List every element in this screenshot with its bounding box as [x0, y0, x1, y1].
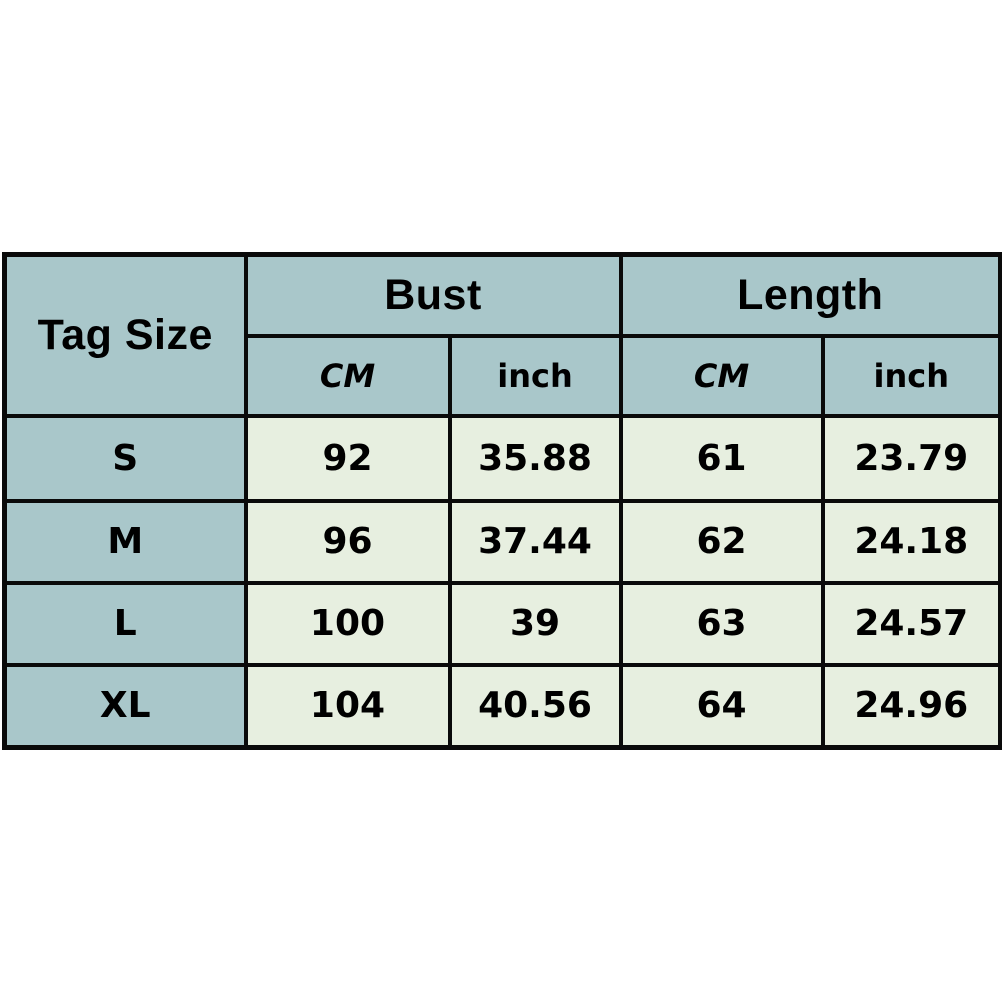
size-label-s: S [2, 413, 248, 503]
header-length-inch: inch [820, 333, 1002, 418]
header-length-cm: CM [618, 333, 825, 418]
cell-xl-length-inch: 24.96 [820, 662, 1002, 750]
header-bust-inch: inch [447, 333, 623, 418]
size-chart-table: Tag Size Bust Length CM inch CM inch S 9… [2, 252, 1002, 750]
table-row-xl: XL 104 40.56 64 24.96 [2, 662, 1002, 750]
cell-l-bust-inch: 39 [447, 580, 623, 667]
cell-m-bust-inch: 37.44 [447, 498, 623, 585]
cell-xl-bust-cm: 104 [243, 662, 452, 750]
cell-m-length-inch: 24.18 [820, 498, 1002, 585]
cell-l-length-cm: 63 [618, 580, 825, 667]
cell-m-length-cm: 62 [618, 498, 825, 585]
cell-xl-length-cm: 64 [618, 662, 825, 750]
header-length: Length [618, 252, 1002, 338]
size-label-xl: XL [2, 662, 248, 750]
cell-xl-bust-inch: 40.56 [447, 662, 623, 750]
header-row-units: CM inch CM inch [5, 333, 1002, 418]
table-row-s: S 92 35.88 61 23.79 [2, 413, 1002, 503]
cell-s-length-inch: 23.79 [820, 413, 1002, 503]
cell-m-bust-cm: 96 [243, 498, 452, 585]
cell-s-bust-inch: 35.88 [447, 413, 623, 503]
header-bust-cm: CM [243, 333, 452, 418]
header-tag-size: Tag Size [2, 252, 248, 418]
cell-l-length-inch: 24.57 [820, 580, 1002, 667]
header-row-groups: Tag Size Bust Length [2, 252, 1002, 418]
cell-l-bust-cm: 100 [243, 580, 452, 667]
cell-s-bust-cm: 92 [243, 413, 452, 503]
header-bust: Bust [243, 252, 623, 338]
size-label-m: M [2, 498, 248, 585]
cell-s-length-cm: 61 [618, 413, 825, 503]
table-row-m: M 96 37.44 62 24.18 [2, 498, 1002, 585]
size-label-l: L [2, 580, 248, 667]
table-row-l: L 100 39 63 24.57 [2, 580, 1002, 667]
